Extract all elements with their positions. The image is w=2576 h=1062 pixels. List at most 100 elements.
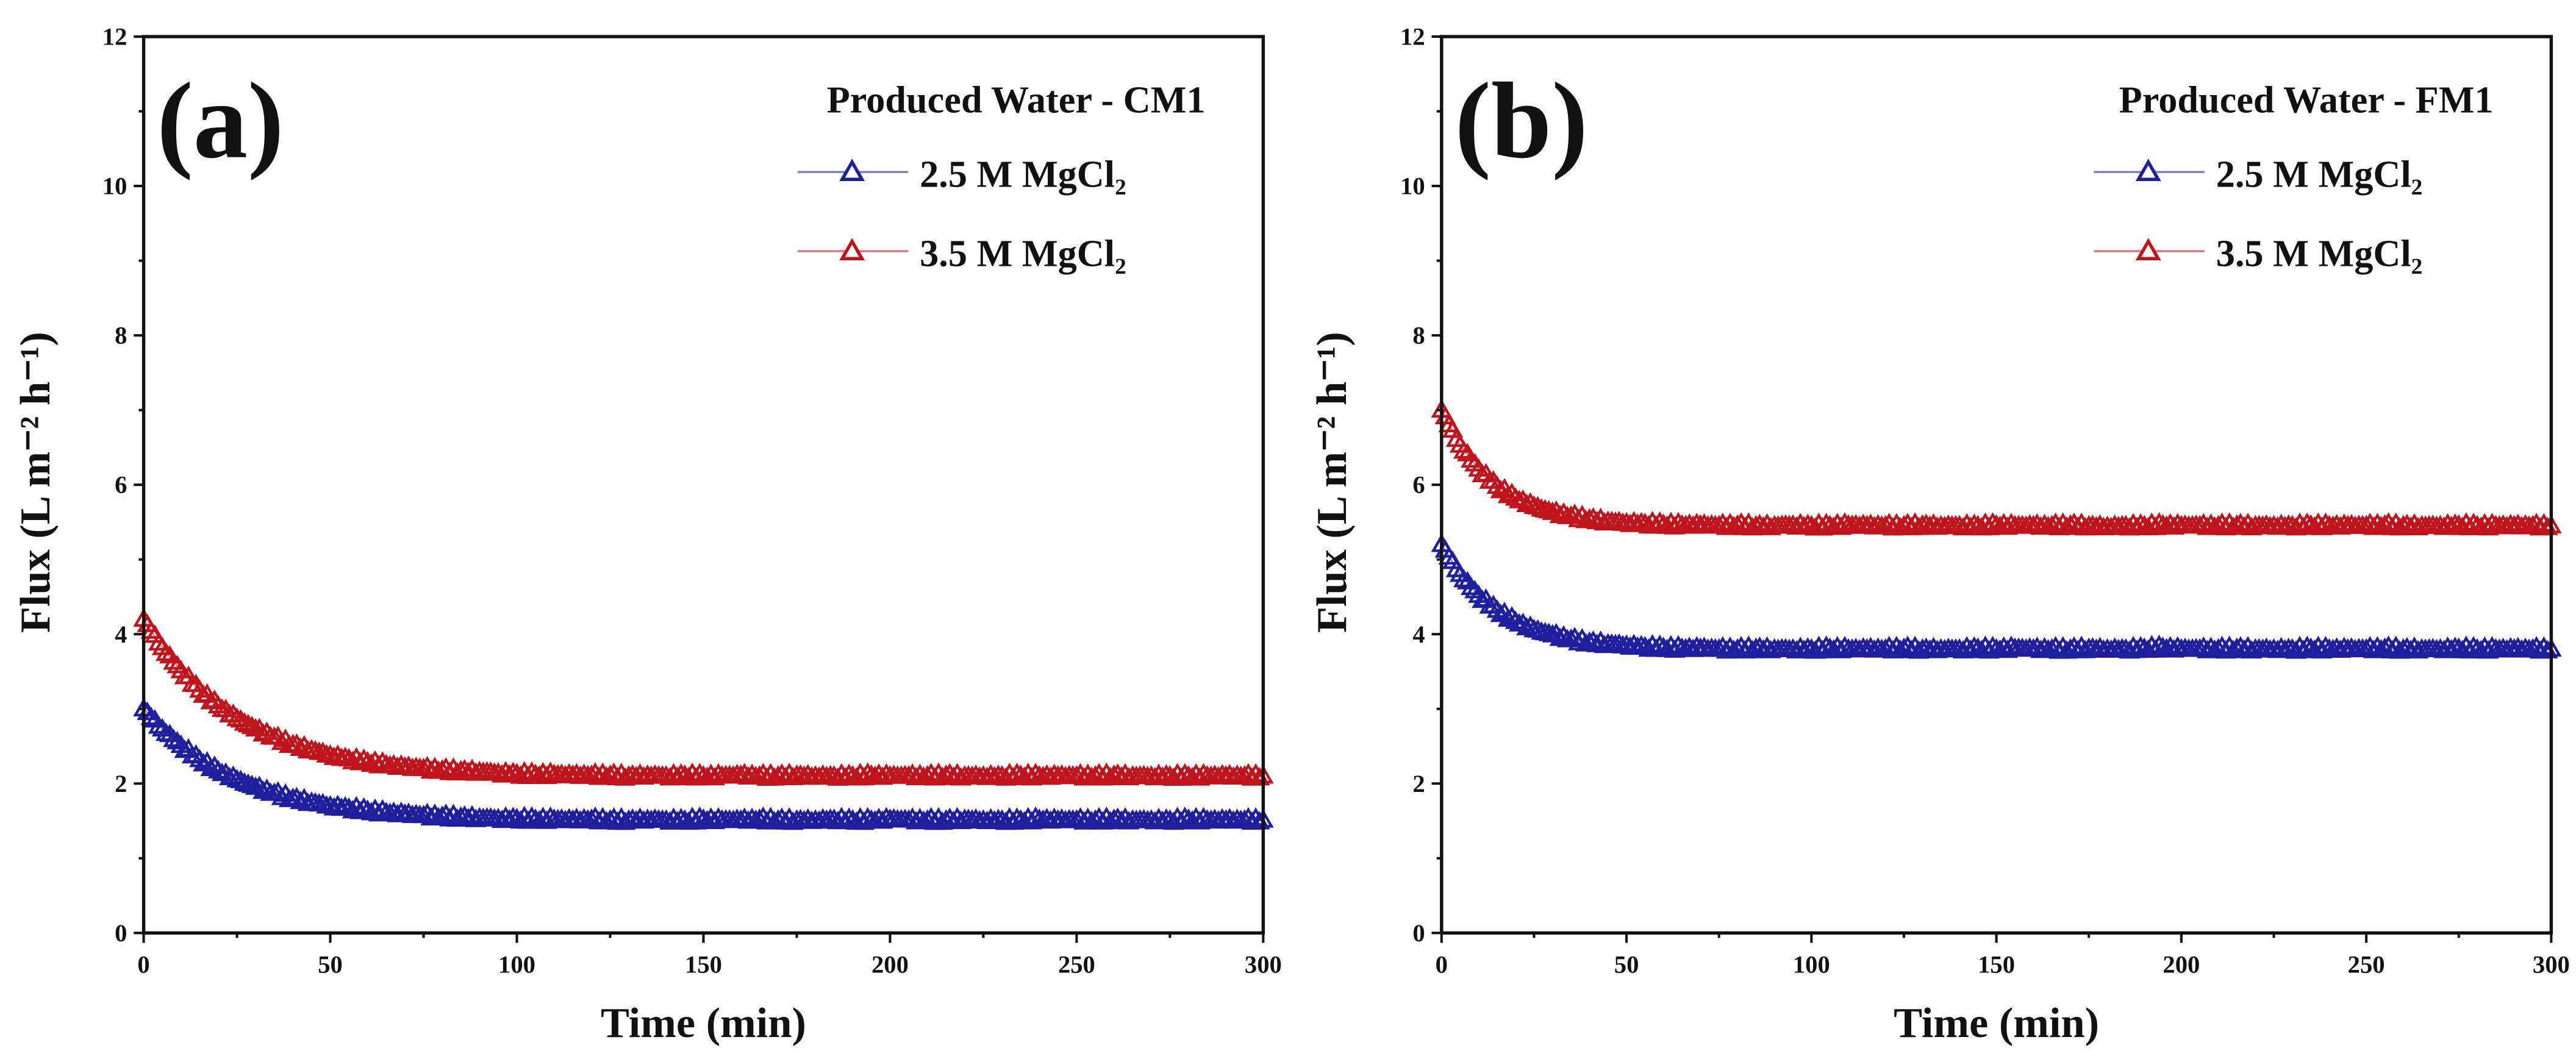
data-point <box>1801 638 1822 657</box>
data-point <box>2056 516 2078 535</box>
data-point <box>2300 514 2322 533</box>
data-point <box>506 763 528 782</box>
data-point <box>1634 636 1656 655</box>
data-point <box>2466 515 2488 533</box>
data-point <box>1100 811 1121 830</box>
data-point <box>334 746 356 765</box>
data-point <box>704 810 726 830</box>
data-point <box>1723 516 1745 535</box>
y-axis-title: Flux (L m⁻² h⁻¹) <box>12 332 59 633</box>
data-point <box>1653 513 1675 532</box>
data-point <box>2430 638 2451 657</box>
data-point <box>1178 765 1200 784</box>
data-point <box>1959 639 1981 658</box>
y-tick-label: 12 <box>1400 23 1425 51</box>
panel-a: 0 2 4 6 8 10 12 0 50 100 150 200 250 300 Time (min) Flu… <box>12 23 1282 1047</box>
x-tick-label: 0 <box>137 950 149 978</box>
data-point <box>2370 639 2392 658</box>
x-tick-label: 200 <box>871 950 909 978</box>
data-point <box>596 766 617 785</box>
data-point <box>1889 639 1911 658</box>
data-point <box>174 739 196 758</box>
x-tick-label: 100 <box>498 950 535 978</box>
data-point <box>834 767 856 786</box>
data-point <box>1967 637 1989 656</box>
y-tick-label: 2 <box>115 770 127 797</box>
data-point <box>871 810 893 829</box>
y-tick-label: 0 <box>1412 919 1425 947</box>
y-tick-label: 4 <box>115 621 127 648</box>
data-point <box>193 753 214 772</box>
data-point <box>1819 515 1841 533</box>
data-point <box>2300 637 2322 656</box>
data-point <box>1490 604 1512 622</box>
legend-label: 3.5 M MgCl₂ <box>920 233 1126 274</box>
data-point <box>2448 514 2470 533</box>
data-point <box>2407 516 2429 535</box>
data-point <box>2466 638 2488 657</box>
data-point <box>950 810 971 830</box>
data-point <box>842 809 864 828</box>
data-point <box>446 808 468 827</box>
data-point <box>2133 515 2155 533</box>
data-point <box>2126 516 2148 535</box>
data-point <box>614 767 636 786</box>
data-point <box>2222 640 2244 658</box>
data-point <box>764 811 785 830</box>
data-point <box>991 765 1013 784</box>
y-axis-title: Flux (L m⁻² h⁻¹) <box>1308 332 1356 633</box>
data-point <box>2441 639 2462 658</box>
data-point <box>2133 637 2155 656</box>
data-point <box>1967 515 1989 533</box>
panel-b: 0 2 4 6 8 10 12 0 50 100 150 200 250 300 Time (min) Flu… <box>1308 23 2570 1047</box>
x-tick-label: 250 <box>2348 950 2385 978</box>
x-tick-label: 100 <box>1793 950 1830 978</box>
data-point <box>487 807 509 827</box>
data-point <box>1723 640 1745 658</box>
legend-marker <box>2135 238 2161 260</box>
y-tick-label: 0 <box>115 919 127 947</box>
data-point <box>1010 764 1031 783</box>
data-point <box>428 807 449 825</box>
data-point <box>931 766 953 785</box>
legend-marker <box>2135 159 2161 181</box>
y-tick-label: 8 <box>115 322 127 349</box>
data-point <box>656 809 677 828</box>
legend-marker <box>839 159 865 181</box>
data-point <box>166 730 188 750</box>
data-point <box>950 767 971 786</box>
y-tick-label: 6 <box>115 471 127 499</box>
y-tick-label: 10 <box>1400 173 1425 200</box>
data-point <box>834 810 856 830</box>
x-tick-label: 50 <box>318 950 343 978</box>
data-point <box>226 707 248 727</box>
data-point <box>842 765 864 784</box>
data-point <box>2370 516 2392 535</box>
data-point <box>1653 636 1675 655</box>
data-point <box>353 797 374 816</box>
data-point <box>1819 637 1841 656</box>
data-point <box>1010 809 1031 828</box>
data-point <box>1118 766 1140 786</box>
data-point <box>237 714 259 733</box>
data-point <box>2241 640 2263 659</box>
y-tick-label: 12 <box>102 23 127 51</box>
data-point <box>2241 516 2263 536</box>
x-axis-title: Time (min) <box>1894 999 2099 1047</box>
data-point <box>1948 515 1970 533</box>
data-point <box>1100 766 1121 786</box>
data-point <box>1782 638 1804 657</box>
data-point <box>1453 440 1475 459</box>
legend-label: 2.5 M MgCl₂ <box>920 154 1126 195</box>
data-point <box>148 715 170 734</box>
data-point <box>1997 516 2019 535</box>
data-point <box>1959 516 1981 535</box>
data-point <box>1889 516 1911 535</box>
data-point <box>823 808 845 827</box>
data-point <box>1081 810 1103 830</box>
data-point <box>506 807 528 827</box>
data-point <box>524 763 546 782</box>
data-point <box>1461 576 1482 596</box>
series-3-5M <box>133 608 1274 786</box>
data-point <box>1140 765 1162 784</box>
